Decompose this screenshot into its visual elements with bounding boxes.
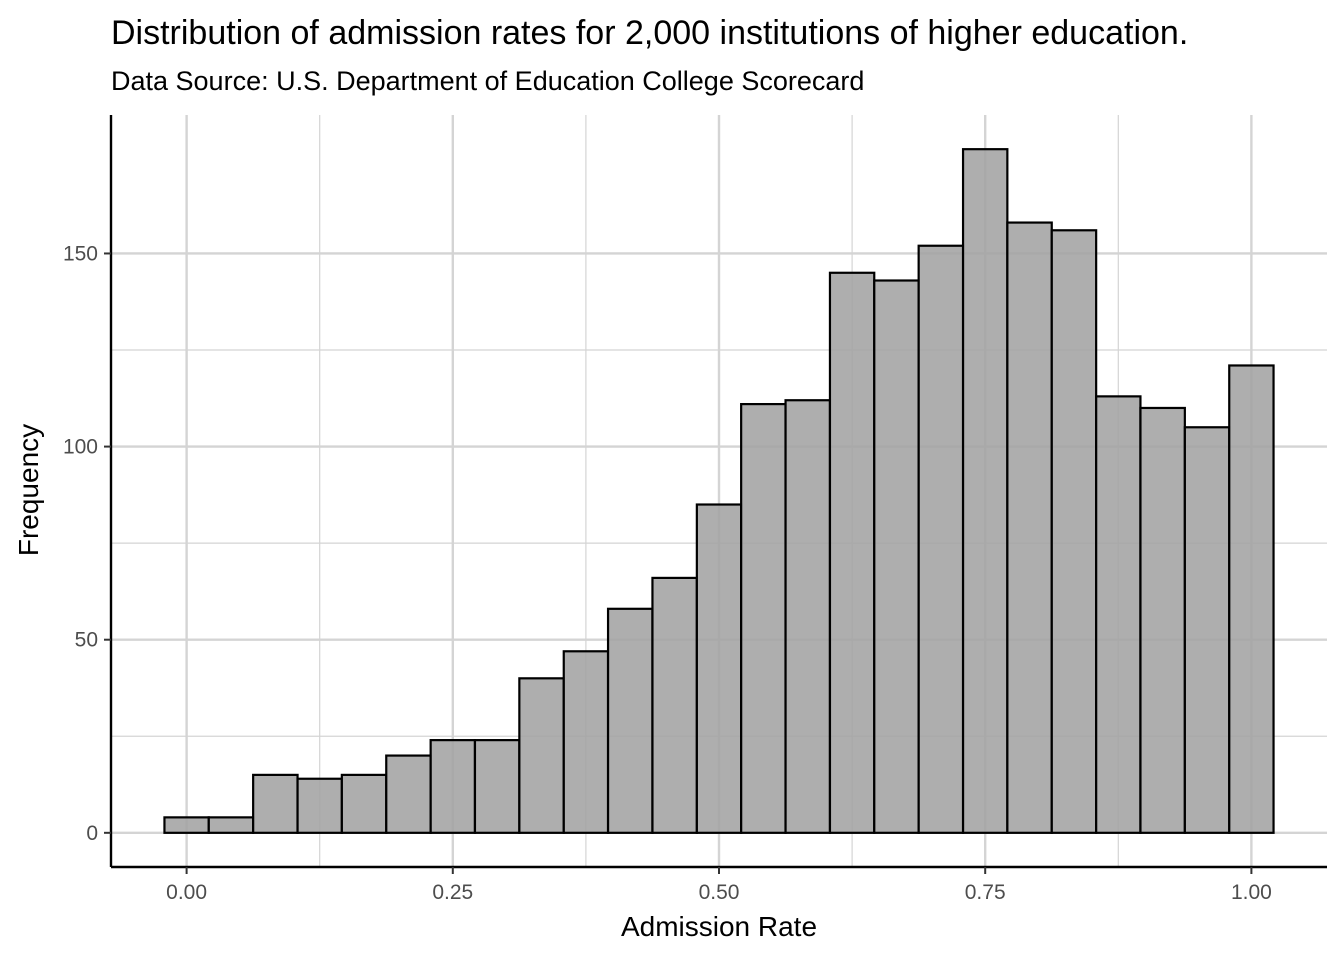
histogram-bar [1139, 406, 1186, 834]
chart-title: Distribution of admission rates for 2,00… [111, 14, 1188, 52]
histogram-bar [518, 677, 565, 834]
axes [104, 115, 1327, 874]
histogram-bars [163, 148, 1275, 834]
histogram-bar [917, 244, 965, 834]
histogram-bar [1228, 364, 1275, 834]
x-tick-label: 0.25 [432, 881, 473, 904]
histogram-bar [296, 777, 343, 834]
histogram-bar [695, 503, 743, 834]
histogram-bar [385, 754, 432, 834]
histogram-bar [340, 773, 388, 834]
histogram-bar [606, 607, 654, 834]
histogram-bar [740, 402, 787, 834]
histogram-bar [1006, 221, 1053, 834]
histogram-bar [784, 399, 832, 834]
y-axis-title: Frequency [13, 424, 44, 556]
chart-subtitle: Data Source: U.S. Department of Educatio… [111, 66, 864, 96]
y-tick-label: 150 [63, 242, 98, 265]
histogram-bar [562, 650, 610, 834]
histogram-bar [1183, 426, 1231, 834]
histogram-bar [873, 279, 920, 834]
x-tick-label: 0.50 [699, 881, 740, 904]
histogram-bar [163, 816, 210, 834]
histogram-bar [207, 816, 255, 834]
histogram-bar [473, 739, 521, 834]
histogram-bar [651, 576, 698, 834]
y-tick-label: 0 [86, 822, 98, 845]
histogram-bar [252, 773, 299, 834]
histogram-bar [1050, 229, 1098, 834]
tick-labels: 0.00 0.25 0.50 0.75 1.00 0 50 100 150 [63, 242, 1272, 904]
x-tick-label: 0.00 [166, 881, 207, 904]
y-tick-label: 50 [75, 629, 98, 652]
x-tick-label: 0.75 [965, 881, 1006, 904]
histogram-bar [828, 271, 876, 834]
histogram-bar [1095, 395, 1142, 834]
x-axis-title: Admission Rate [621, 911, 817, 942]
histogram-bar [961, 148, 1009, 834]
histogram-bar [429, 739, 477, 834]
x-tick-label: 1.00 [1231, 881, 1272, 904]
y-tick-label: 100 [63, 436, 98, 459]
